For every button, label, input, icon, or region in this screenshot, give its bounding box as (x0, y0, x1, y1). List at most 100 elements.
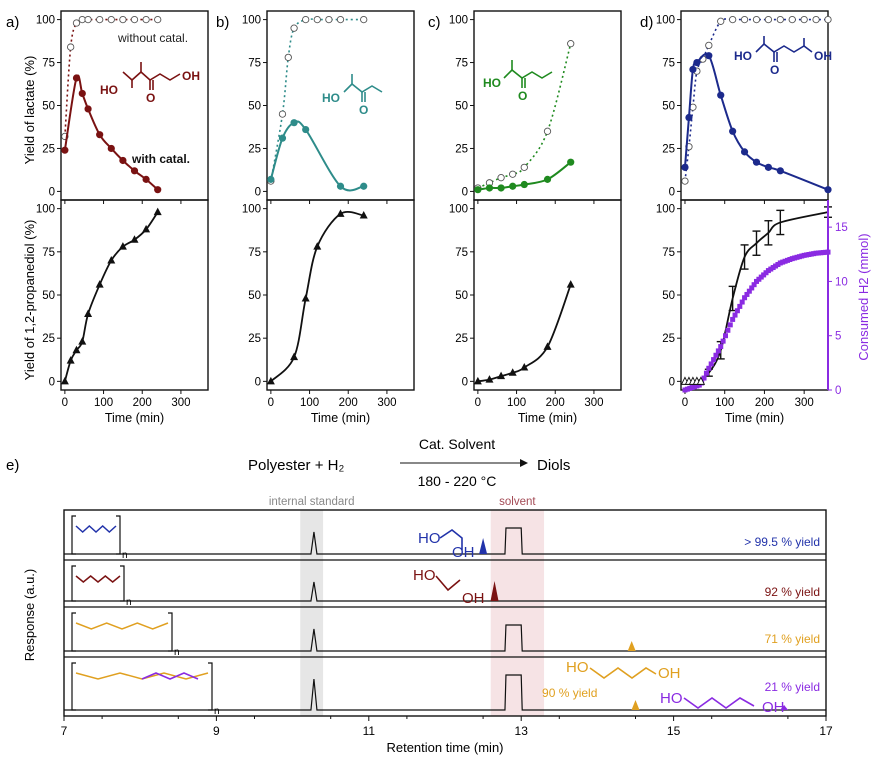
x-tick-label: 13 (515, 724, 529, 738)
data-point-triangle (95, 280, 104, 288)
data-point-filled (72, 74, 81, 82)
data-point-triangle (266, 376, 275, 385)
y-axis-label-response: Response (a.u.) (22, 569, 37, 662)
h2-consumption-point (701, 375, 707, 381)
data-point-triangle (473, 376, 482, 385)
y-tick-label: 25 (42, 333, 55, 345)
y-tick-label: 25 (455, 143, 468, 155)
x-tick-label: 300 (171, 397, 190, 409)
x-axis-label-retention: Retention time (min) (386, 740, 503, 755)
h2-consumption-point (825, 249, 831, 255)
data-point-filled (485, 184, 494, 192)
y-tick-label: 0 (669, 186, 675, 198)
x-tick-label: 100 (94, 397, 113, 409)
x-tick-label: 0 (268, 397, 274, 409)
repeat-subscript-n: n (122, 550, 128, 561)
data-point-filled (302, 125, 310, 134)
data-point-open (520, 163, 528, 172)
data-point-triangle (78, 337, 87, 345)
h2-consumption-point (737, 303, 743, 309)
data-point-filled (497, 184, 505, 192)
y-tick-label: 0 (462, 376, 468, 388)
data-point-triangle (485, 375, 494, 383)
band-internal-standard (300, 510, 324, 716)
repeat-subscript-n: n (126, 597, 132, 608)
data-point-triangle (301, 293, 310, 302)
product-peak-propanediol (479, 538, 488, 554)
data-point-filled (107, 144, 115, 153)
data-point-filled (267, 175, 275, 183)
h2-consumption-point (746, 288, 752, 294)
data-point-filled (61, 146, 69, 154)
data-point-filled (729, 127, 737, 135)
y-tick-label: 50 (248, 101, 261, 113)
polymer-bracket-left (71, 612, 76, 652)
y-tick-label: 50 (248, 290, 261, 302)
mol-c-o: O (518, 89, 527, 103)
plot-frame (680, 10, 829, 201)
band-solvent (490, 510, 545, 716)
plot-frame (473, 10, 622, 201)
y-tick-label: 0 (49, 376, 55, 388)
y-tick-label: 100 (449, 15, 468, 27)
data-point-open (290, 24, 298, 32)
panel-c-top: 0 25 50 75 100 (449, 10, 622, 204)
y-tick-label: 0 (669, 376, 675, 388)
data-point-filled (764, 163, 773, 171)
data-point-filled (689, 65, 697, 74)
scheme-below-arrow: 180 - 220 °C (418, 473, 497, 489)
y-tick-label: 75 (455, 247, 468, 259)
molecule-c (503, 60, 553, 88)
h2-consumption-point (739, 299, 745, 305)
product-mol-ho-propanediol: HO (418, 530, 441, 547)
y-tick-label: 100 (656, 15, 675, 27)
y-tick-label: 25 (662, 333, 675, 345)
h2-consumption-point (734, 308, 740, 314)
panel-label-e: e) (6, 457, 19, 474)
x-tick-label: 9 (213, 724, 220, 738)
panel-b-top: 0 25 50 75 100 (242, 10, 415, 204)
data-point-triangle-open (696, 376, 706, 385)
polymer-bracket-right (116, 515, 121, 555)
data-point-triangle (497, 371, 506, 380)
x-tick-label: 15 (667, 724, 681, 738)
y-tick-label: 25 (42, 143, 55, 155)
data-point-triangle (508, 368, 517, 376)
scheme-product: Diols (537, 457, 570, 474)
series-line-without-catalyst (270, 18, 364, 182)
data-point-filled (705, 52, 713, 60)
product-mol-ho-ethylene-glycol: HO (413, 567, 436, 584)
y-tick-label: 50 (455, 101, 468, 113)
polymer-bracket-right (208, 662, 213, 711)
h2-consumption-point (751, 282, 757, 288)
data-point-filled (520, 180, 528, 189)
ylabel-consumed-h2: Consumed H2 (mmol) (856, 233, 871, 360)
mol-b-o: O (359, 103, 368, 117)
y-tick-label: 100 (242, 204, 261, 216)
ylabel-lactate: Yield of lactate (%) (22, 56, 37, 165)
polymer-bracket-right (168, 612, 173, 652)
data-point-filled (278, 134, 287, 142)
plot-frame (266, 10, 415, 201)
x-axis-label: Time (min) (311, 411, 370, 425)
x-tick-label: 200 (755, 397, 774, 409)
mol-d-o: O (770, 63, 779, 77)
data-point-open (764, 15, 773, 24)
series-line-propanediol (270, 210, 364, 383)
h2-consumption-point (703, 370, 709, 376)
chromatogram-trace (64, 527, 826, 555)
h2-consumption-point (725, 327, 731, 333)
data-point-open (740, 15, 749, 24)
data-point-open (717, 17, 725, 25)
data-point-filled (543, 175, 552, 183)
chromatogram-trace (64, 581, 826, 602)
polymer-repeat-unit (75, 575, 121, 583)
mol-a-o: O (146, 91, 155, 105)
x-axis-label: Time (min) (518, 411, 577, 425)
scheme-above-arrow: Cat. Solvent (419, 436, 495, 452)
data-point-triangle (313, 242, 322, 250)
x-tick-label: 200 (133, 397, 152, 409)
y2-tick-label: 15 (835, 222, 848, 234)
y-tick-label: 75 (455, 58, 468, 70)
